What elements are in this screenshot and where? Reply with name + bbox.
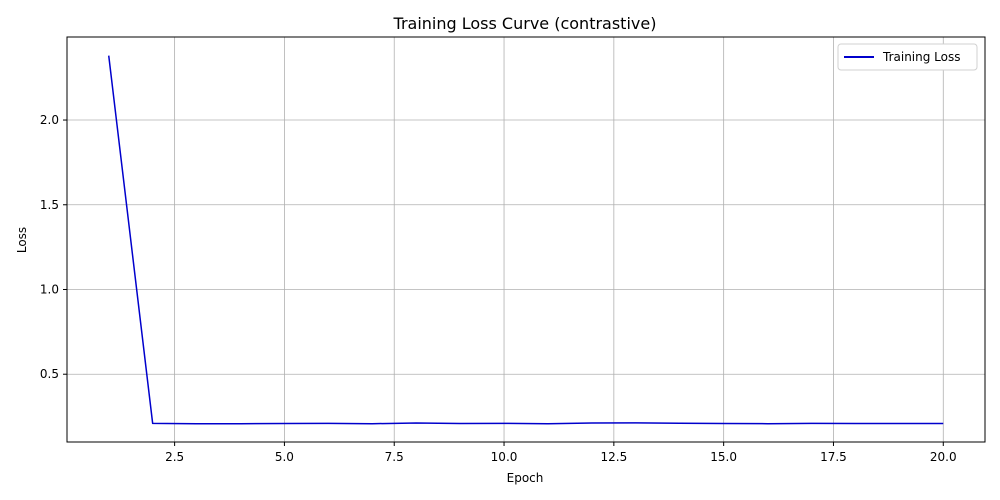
x-axis: 2.5 5.0 7.5 10.0 12.5 15.0 17.5 20.0 [165, 442, 957, 464]
legend: Training Loss [837, 43, 978, 71]
plot-frame [66, 36, 986, 443]
x-axis-label: Epoch [507, 471, 544, 485]
y-tick-label: 1.5 [40, 198, 59, 212]
x-tick-label: 15.0 [710, 450, 737, 464]
x-tick-label: 7.5 [385, 450, 404, 464]
x-tick-label: 17.5 [820, 450, 847, 464]
series-line-training-loss [107, 55, 944, 425]
grid-layer [67, 37, 985, 442]
legend-frame [837, 43, 978, 71]
x-tick-label: 12.5 [600, 450, 627, 464]
chart-title: Training Loss Curve (contrastive) [393, 14, 657, 33]
series-layer [107, 55, 944, 425]
x-tick-label: 2.5 [165, 450, 184, 464]
y-tick-label: 2.0 [40, 113, 59, 127]
legend-label: Training Loss [882, 50, 960, 64]
y-axis: 0.5 1.0 1.5 2.0 [40, 113, 67, 381]
y-tick-label: 1.0 [40, 282, 59, 296]
y-axis-label: Loss [15, 227, 29, 253]
x-tick-label: 10.0 [491, 450, 518, 464]
x-tick-label: 5.0 [275, 450, 294, 464]
y-tick-label: 0.5 [40, 367, 59, 381]
x-tick-label: 20.0 [930, 450, 957, 464]
